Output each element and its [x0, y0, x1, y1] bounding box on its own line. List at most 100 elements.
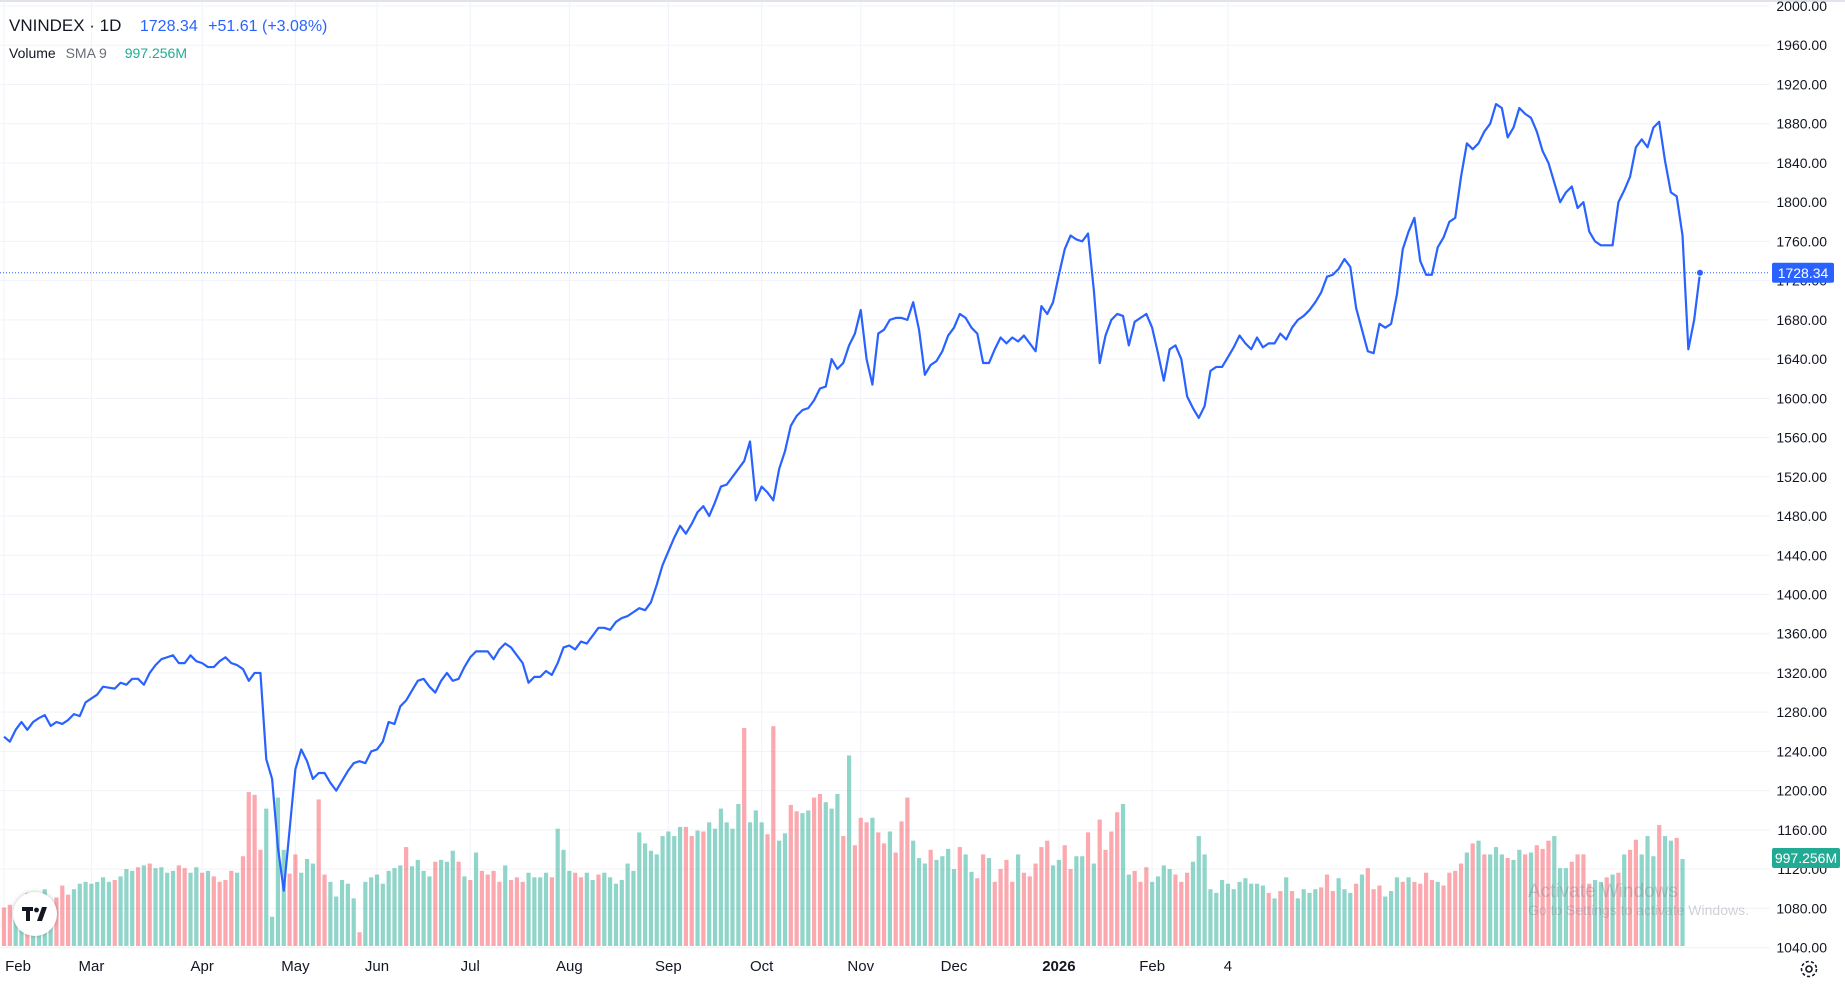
volume-bar	[159, 867, 164, 946]
volume-bar	[287, 873, 292, 946]
volume-bar	[1423, 872, 1429, 946]
volume-bar	[637, 832, 642, 946]
volume-bar	[124, 869, 129, 946]
volume-bar	[54, 897, 59, 946]
price-axis[interactable]: 2000.00 1960.00 1920.00 1880.00 1840.00 1800.…	[1776, 0, 1827, 956]
volume-bar	[724, 822, 729, 946]
symbol-title[interactable]: VNINDEX · 1D	[9, 16, 122, 35]
volume-bar	[619, 880, 624, 946]
volume-bar	[427, 876, 432, 946]
volume-bar	[1552, 836, 1557, 946]
y-tick-label: 1560.00	[1776, 430, 1827, 446]
volume-bar	[479, 870, 485, 946]
volume-bar	[1447, 872, 1452, 946]
volume-bar	[130, 870, 135, 946]
volume-bar	[1138, 881, 1143, 946]
volume-bar	[590, 880, 595, 946]
volume-bar	[1633, 839, 1638, 946]
volume-bar	[1511, 859, 1516, 946]
volume-bar	[1470, 843, 1475, 946]
volume-bar	[1639, 854, 1644, 946]
volume-bar	[1196, 836, 1201, 946]
volume-bar	[1039, 847, 1044, 946]
y-tick-label: 1200.00	[1776, 783, 1827, 799]
volume-bars	[1, 726, 1685, 946]
volume-bar	[1412, 881, 1417, 946]
volume-bar	[1505, 858, 1510, 946]
volume-bar	[153, 868, 158, 946]
volume-bar	[1528, 852, 1534, 946]
volume-bar	[1185, 872, 1190, 946]
volume-bar	[543, 872, 549, 946]
volume-bar	[1272, 898, 1277, 946]
volume-bar	[817, 793, 823, 946]
volume-bar	[887, 831, 892, 946]
volume-bar	[13, 911, 18, 946]
volume-bar	[823, 802, 828, 946]
legend-volume[interactable]: Volume SMA 9 997.256M	[9, 45, 187, 61]
volume-bar	[1476, 840, 1481, 946]
chart-grid	[0, 0, 1845, 949]
volume-bar	[1383, 896, 1388, 946]
volume-bar	[1429, 880, 1435, 946]
volume-bar	[514, 877, 519, 946]
legend-main[interactable]: VNINDEX · 1D 1728.34 +51.61 (+3.08%)	[9, 16, 333, 36]
x-tick-label: Apr	[190, 958, 213, 975]
volume-bar	[881, 843, 887, 946]
volume-bar	[835, 793, 840, 946]
tv-logo-mark	[22, 907, 47, 921]
volume-bar	[1150, 881, 1155, 946]
volume-bar	[946, 848, 951, 946]
volume-bar	[386, 870, 391, 946]
volume-bar	[1004, 859, 1009, 946]
x-tick-label: Feb	[1139, 958, 1165, 975]
volume-bar	[677, 826, 683, 946]
volume-bar	[1050, 865, 1056, 946]
volume-bar	[392, 868, 397, 946]
time-axis[interactable]: Feb Mar Apr May Jun Jul Aug Sep Oct Nov Dec 2026 Feb…	[5, 958, 1232, 975]
volume-bar	[165, 872, 170, 946]
volume-bar	[1348, 892, 1353, 946]
volume-bar	[235, 872, 240, 946]
volume-bar	[526, 872, 531, 946]
volume-bar	[1389, 891, 1394, 946]
tradingview-logo-icon[interactable]	[13, 892, 57, 936]
y-tick-label: 1480.00	[1776, 508, 1827, 524]
volume-bar	[812, 797, 817, 946]
last-price-tag: 1728.34	[1778, 265, 1829, 281]
price-change: +51.61 (+3.08%)	[208, 18, 328, 35]
volume-bar	[194, 867, 199, 946]
volume-bar	[1546, 840, 1551, 946]
volume-bar	[211, 876, 216, 946]
volume-bar	[1091, 863, 1096, 946]
volume-bar	[963, 854, 968, 946]
volume-bar	[1109, 831, 1114, 946]
volume-bar	[969, 871, 974, 946]
volume-bar	[83, 881, 88, 946]
volume-bar	[1616, 872, 1621, 946]
volume-bar	[1400, 881, 1405, 946]
volume-bar	[1493, 847, 1499, 946]
volume-bar	[1120, 804, 1126, 946]
volume-bar	[800, 813, 805, 946]
volume-bar	[1074, 856, 1079, 946]
volume-bar	[374, 874, 380, 946]
volume-bar	[631, 870, 636, 946]
x-tick-label: Aug	[556, 958, 583, 975]
volume-bar	[1651, 856, 1656, 946]
y-tick-label: 1080.00	[1776, 900, 1827, 916]
volume-bar	[491, 870, 496, 946]
volume-bar	[1330, 891, 1335, 946]
y-tick-label: 2000.00	[1776, 0, 1827, 14]
volume-bar	[1610, 874, 1615, 946]
volume-tag: 997.256M	[1775, 850, 1837, 866]
volume-bar	[1453, 870, 1458, 946]
gear-icon[interactable]	[1796, 956, 1822, 982]
vnindex-price-line	[3, 102, 1702, 892]
volume-bar	[555, 828, 560, 946]
y-tick-label: 1400.00	[1776, 586, 1827, 602]
volume-bar	[1214, 892, 1219, 946]
volume-bar	[1225, 883, 1231, 946]
volume-bar	[217, 881, 222, 946]
